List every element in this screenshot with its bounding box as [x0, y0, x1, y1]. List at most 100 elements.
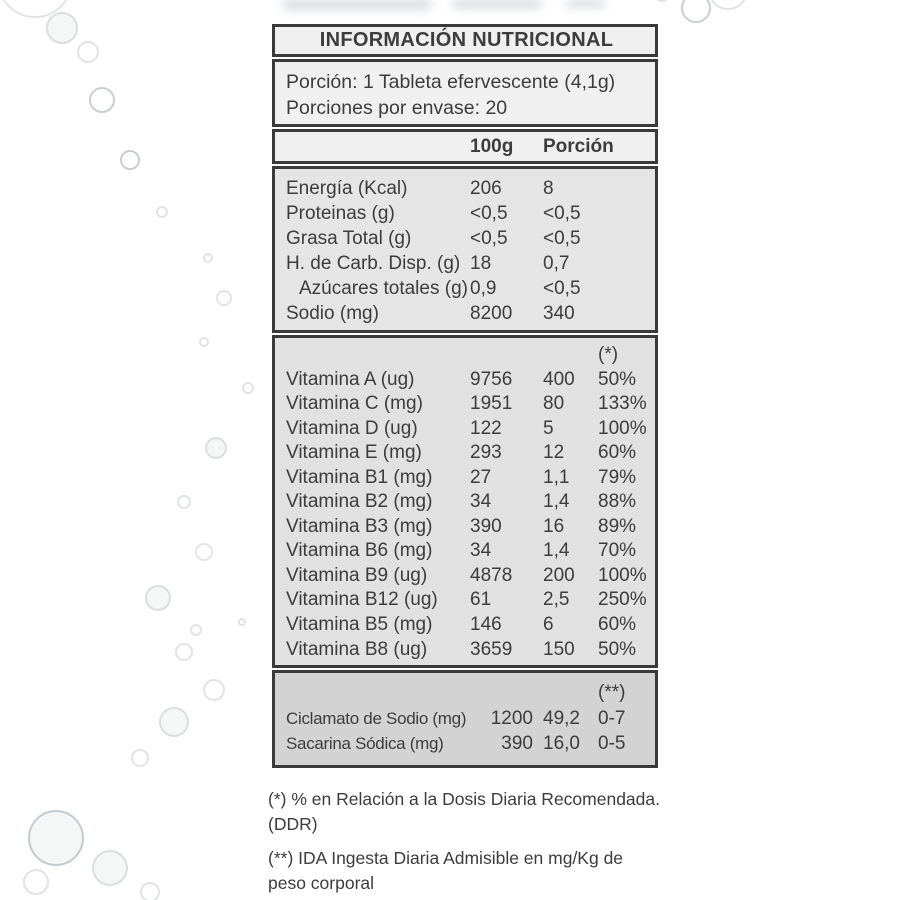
vitamin-row-ddr: 60%	[598, 442, 637, 464]
bubble-decoration	[89, 87, 115, 113]
bubble-decoration	[216, 290, 232, 306]
sweetener-row-ida: 0-5	[598, 733, 626, 754]
vitamin-row-per100g: 1951	[470, 393, 513, 415]
vitamin-row-portion: 400	[543, 368, 575, 390]
macro-row-spacer	[598, 202, 647, 227]
vitamin-row: Vitamina A (ug) 9756 400 50%	[286, 368, 647, 393]
bubble-decoration	[203, 679, 225, 701]
vitamin-row-label: Vitamina D (ug)	[286, 417, 418, 439]
macro-row: Azúcares totales (g) 0,9 <0,5	[286, 277, 647, 302]
bubble-decoration	[120, 150, 140, 170]
bubble-decoration	[238, 618, 246, 626]
vitamin-row-ddr: 70%	[598, 540, 637, 562]
vitamin-row-ddr: 50%	[598, 638, 637, 660]
macro-row-portion: <0,5	[543, 227, 581, 249]
bubble-decoration	[708, 0, 748, 10]
macro-row: H. de Carb. Disp. (g) 18 0,7	[286, 252, 647, 277]
sweetener-rows: Ciclamato de Sodio (mg) 1200 49,2 0-7 Sacari…	[286, 706, 647, 757]
macronutrients-section: Energía (Kcal) 206 8 Proteinas (g) <0,5 <0,5 G…	[272, 166, 658, 333]
ida-column-marker: (**)	[598, 682, 626, 703]
macro-row-per100g: 18	[470, 252, 492, 274]
bubble-decoration	[131, 749, 149, 767]
vitamin-row-label: Vitamina B9 (ug)	[286, 564, 428, 586]
sweetener-row-per100g: 1200	[490, 707, 533, 729]
sweetener-row-label: Ciclamato de Sodio (mg)	[286, 708, 467, 728]
vitamin-row-ddr: 100%	[598, 564, 647, 586]
bubble-decoration	[654, 0, 670, 2]
macro-row: Grasa Total (g) <0,5 <0,5	[286, 227, 647, 252]
vitamin-row-per100g: 61	[470, 589, 492, 611]
vitamin-row-per100g: 34	[470, 540, 492, 562]
macro-row: Sodio (mg) 8200 340	[286, 302, 647, 327]
vitamin-row: Vitamina D (ug) 122 5 100%	[286, 417, 647, 442]
macro-row-portion: <0,5	[543, 277, 581, 299]
bubble-decoration	[46, 12, 78, 44]
macro-row-portion: 0,7	[543, 252, 570, 274]
vitamin-row-label: Vitamina B12 (ug)	[286, 589, 438, 611]
vitamin-row-portion: 16	[543, 515, 565, 537]
column-header-100g: 100g	[470, 135, 514, 157]
macro-row-portion: 8	[543, 178, 554, 199]
vitamin-row-ddr: 60%	[598, 614, 637, 636]
bubble-decoration	[681, 0, 711, 23]
vitamin-row-per100g: 122	[470, 417, 502, 439]
vitamin-row-per100g: 146	[470, 614, 502, 636]
macro-row-label: H. de Carb. Disp. (g)	[286, 252, 461, 274]
macro-row-label: Azúcares totales (g)	[299, 277, 468, 299]
macro-row-label: Sodio (mg)	[286, 302, 379, 324]
vitamin-row-portion: 1,4	[543, 540, 570, 562]
macro-row-spacer	[598, 177, 647, 202]
table-title-box: INFORMACIÓN NUTRICIONAL	[272, 24, 658, 57]
macro-row-per100g: 8200	[470, 302, 513, 324]
footnotes: (*) % en Relación a la Dosis Diaria Reco…	[268, 787, 708, 896]
vitamin-row-portion: 6	[543, 614, 554, 636]
vitamin-row: Vitamina C (mg) 1951 80 133%	[286, 392, 647, 417]
vitamin-row: Vitamina B1 (mg) 27 1,1 79%	[286, 466, 647, 491]
vitamin-row-portion: 80	[543, 393, 565, 415]
sweetener-row-label: Sacarina Sódica (mg)	[286, 734, 444, 753]
macro-row: Energía (Kcal) 206 8	[286, 177, 647, 202]
bubble-decoration	[23, 869, 49, 895]
nutrition-facts-table: INFORMACIÓN NUTRICIONAL Porción: 1 Table…	[272, 24, 658, 770]
footnote-ida: (**) IDA Ingesta Diaria Admisible en mg/…	[268, 848, 624, 893]
vitamin-row-per100g: 27	[470, 466, 492, 488]
vitamin-row-portion: 12	[543, 442, 565, 464]
vitamin-row-label: Vitamina B2 (mg)	[286, 491, 433, 513]
serving-info-box: Porción: 1 Tableta efervescente (4,1g) P…	[272, 59, 658, 127]
vitamin-row-ddr: 133%	[598, 393, 647, 415]
background-artifact	[282, 0, 432, 9]
vitamin-row: Vitamina B8 (ug) 3659 150 50%	[286, 638, 647, 663]
vitamin-row-portion: 1,4	[543, 491, 570, 513]
macro-row-portion: <0,5	[543, 202, 581, 224]
vitamin-row-per100g: 390	[470, 515, 502, 537]
vitamin-row-portion: 200	[543, 564, 575, 586]
macro-row-label: Energía (Kcal)	[286, 178, 408, 199]
serving-size: Porción: 1 Tableta efervescente (4,1g)	[286, 71, 616, 93]
vitamin-row-ddr: 50%	[598, 368, 637, 390]
sweetener-row-per100g: 390	[501, 733, 533, 754]
vitamin-row-portion: 2,5	[543, 589, 570, 611]
vitamin-row: Vitamina B3 (mg) 390 16 89%	[286, 515, 647, 540]
vitamin-row-label: Vitamina B3 (mg)	[286, 515, 433, 537]
vitamin-row-portion: 150	[543, 638, 575, 660]
vitamin-row: Vitamina B2 (mg) 34 1,4 88%	[286, 490, 647, 515]
vitamin-row-per100g: 293	[470, 442, 502, 464]
sweeteners-section: (**) Ciclamato de Sodio (mg) 1200 49,2 0-7 S…	[272, 670, 658, 768]
macro-row-portion: 340	[543, 302, 575, 324]
vitamin-row-label: Vitamina B5 (mg)	[286, 614, 433, 636]
vitamin-row: Vitamina B12 (ug) 61 2,5 250%	[286, 588, 647, 613]
column-header-box: 100g Porción	[272, 129, 658, 164]
macro-row-spacer	[598, 302, 647, 327]
bubble-decoration	[145, 585, 171, 611]
bubble-decoration	[175, 643, 193, 661]
bubble-decoration	[140, 882, 160, 900]
ddr-column-marker: (*)	[598, 344, 619, 365]
column-header-portion: Porción	[543, 135, 614, 157]
vitamin-row-ddr: 88%	[598, 491, 637, 513]
bubble-decoration	[195, 543, 213, 561]
vitamin-row-label: Vitamina B1 (mg)	[286, 466, 433, 488]
vitamin-row-label: Vitamina A (ug)	[286, 368, 415, 390]
bubble-decoration	[177, 495, 191, 509]
sweetener-row-ida: 0-7	[598, 707, 626, 729]
